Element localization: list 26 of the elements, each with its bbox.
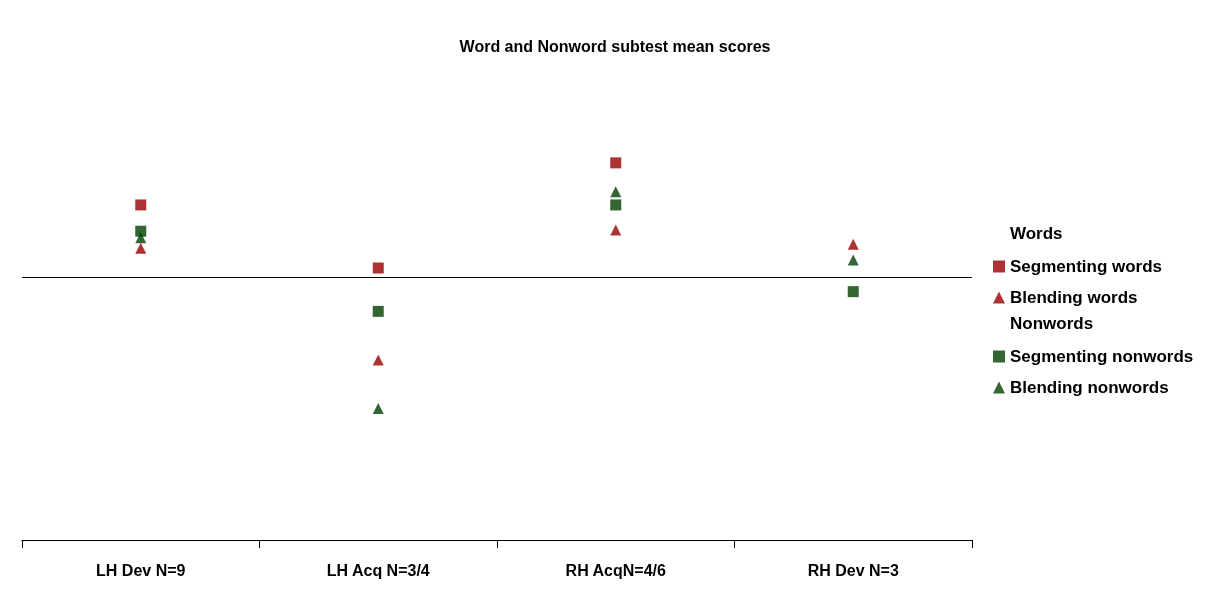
point	[372, 262, 384, 274]
point	[135, 225, 147, 237]
point	[135, 199, 147, 211]
point	[847, 286, 859, 298]
legend-label: Segmenting nonwords	[1010, 347, 1194, 366]
x-tick-label: RH AcqN=4/6	[565, 561, 667, 579]
point	[610, 199, 622, 211]
chart-title: Word and Nonword subtest mean scores	[459, 37, 771, 55]
legend-label: Segmenting words	[1010, 257, 1163, 276]
point	[372, 305, 384, 317]
point	[610, 157, 622, 169]
point	[372, 403, 384, 415]
x-tick-label: LH Acq N=3/4	[326, 561, 430, 579]
x-tick-label: LH Dev N=9	[96, 561, 186, 579]
text: Nonwords	[1010, 314, 1094, 333]
legend-label: Blending nonwords	[1010, 378, 1169, 397]
point	[135, 242, 147, 254]
text: Words	[1010, 224, 1063, 243]
legend-label: Blending words	[1010, 288, 1138, 307]
point	[847, 254, 859, 266]
x-tick-label: RH Dev N=3	[807, 561, 899, 579]
point	[610, 186, 622, 198]
point	[372, 354, 384, 366]
point	[847, 238, 859, 250]
point	[135, 232, 147, 244]
point	[610, 224, 622, 236]
